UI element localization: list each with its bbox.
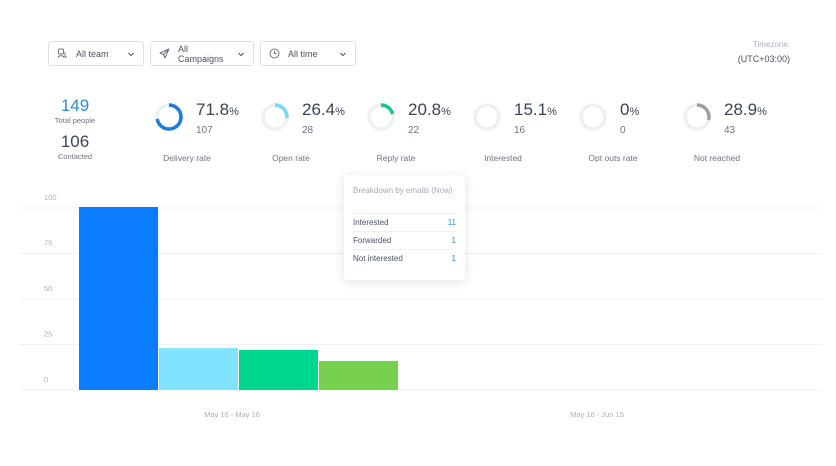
tooltip-row: Interested 11 bbox=[353, 213, 456, 231]
y-tick-label: 0 bbox=[44, 375, 48, 384]
ring-progress bbox=[155, 103, 183, 131]
chevron-down-icon bbox=[237, 50, 245, 58]
metric-label: Reply rate bbox=[376, 153, 416, 163]
tooltip-row: Forwarded 1 bbox=[353, 231, 456, 249]
team-icon bbox=[57, 48, 68, 59]
time-filter-dropdown[interactable]: All time bbox=[260, 41, 356, 66]
interested-ring bbox=[473, 103, 501, 131]
send-icon bbox=[159, 48, 170, 59]
bar[interactable] bbox=[319, 360, 398, 390]
metric-count: 16 bbox=[514, 125, 526, 136]
campaigns-filter-dropdown[interactable]: All Campaigns bbox=[150, 41, 254, 66]
chevron-down-icon bbox=[127, 50, 135, 58]
open-rate-ring bbox=[261, 103, 289, 131]
tooltip-row-value: 11 bbox=[447, 218, 456, 227]
team-filter-dropdown[interactable]: All team bbox=[48, 41, 144, 66]
metric-percent: 26.4% bbox=[302, 100, 345, 119]
tooltip-row-label: Interested bbox=[353, 218, 389, 227]
x-tick-label: May 16 - May 16 bbox=[204, 410, 260, 419]
ring-track bbox=[473, 103, 501, 131]
y-tick-label: 75 bbox=[44, 239, 52, 248]
bar[interactable] bbox=[79, 207, 158, 390]
tooltip-row-label: Not interested bbox=[353, 254, 403, 263]
contacted-label: Contacted bbox=[57, 152, 93, 161]
totals-block: 149 Total people 106 Contacted bbox=[44, 96, 106, 162]
timezone-label: Timezone: bbox=[752, 40, 790, 49]
y-tick-label: 100 bbox=[44, 193, 57, 202]
metric-label: Interested bbox=[484, 153, 522, 163]
metric-percent: 71.8% bbox=[196, 100, 239, 119]
metric-label: Open rate bbox=[272, 153, 310, 163]
metric-count: 22 bbox=[408, 125, 420, 136]
total-people-value: 149 bbox=[60, 96, 90, 115]
bar[interactable] bbox=[159, 348, 238, 390]
y-tick-label: 25 bbox=[44, 330, 52, 339]
metric-percent: 28.9% bbox=[724, 100, 767, 119]
metric-count: 107 bbox=[196, 125, 213, 136]
ring-track bbox=[579, 103, 607, 131]
delivery-rate-ring bbox=[155, 103, 183, 131]
tooltip-row-value: 1 bbox=[451, 236, 456, 245]
metric-count: 43 bbox=[724, 125, 736, 136]
metric-percent: 0% bbox=[620, 100, 640, 119]
chevron-down-icon bbox=[339, 50, 347, 58]
tooltip-row-value: 1 bbox=[451, 254, 456, 263]
metric-count: 0 bbox=[620, 125, 626, 136]
clock-icon bbox=[269, 48, 280, 59]
team-filter-label: All team bbox=[76, 48, 109, 59]
ring-progress bbox=[261, 103, 289, 131]
breakdown-tooltip: Breakdown by emails (Now) Interested 11 … bbox=[344, 175, 465, 280]
opt-outs-rate-ring bbox=[579, 103, 607, 131]
metric-label: Not reached bbox=[693, 153, 741, 163]
metric-label: Delivery rate bbox=[163, 153, 211, 163]
tooltip-row-label: Forwarded bbox=[353, 236, 392, 245]
contacted-value: 106 bbox=[60, 132, 90, 151]
metric-percent: 15.1% bbox=[514, 100, 557, 119]
metric-percent: 20.8% bbox=[408, 100, 451, 119]
x-tick-label: May 16 - Jun 15 bbox=[570, 410, 624, 419]
metric-count: 28 bbox=[302, 125, 314, 136]
bar[interactable] bbox=[239, 349, 318, 390]
metric-label: Opt outs rate bbox=[588, 153, 638, 163]
timezone-block: Timezone: (UTC+03:00) bbox=[738, 40, 790, 64]
not-reached-ring bbox=[683, 103, 711, 131]
emails-bar-chart: 0 25 50 75 100 May 16 - May 16 May 16 - Jun 15 bbox=[20, 193, 822, 419]
tooltip-title: Breakdown by emails (Now) bbox=[353, 186, 453, 195]
y-tick-label: 50 bbox=[44, 284, 52, 293]
tooltip-row: Not interested 1 bbox=[353, 249, 456, 267]
timezone-value: (UTC+03:00) bbox=[737, 54, 790, 64]
reply-rate-ring bbox=[367, 103, 395, 131]
campaigns-filter-label: All Campaigns bbox=[178, 43, 224, 64]
ring-progress bbox=[683, 103, 711, 131]
ring-progress bbox=[367, 103, 395, 131]
filter-bar: All team All Campaigns All time bbox=[48, 41, 356, 66]
time-filter-label: All time bbox=[288, 48, 318, 59]
total-people-label: Total people bbox=[54, 116, 96, 125]
